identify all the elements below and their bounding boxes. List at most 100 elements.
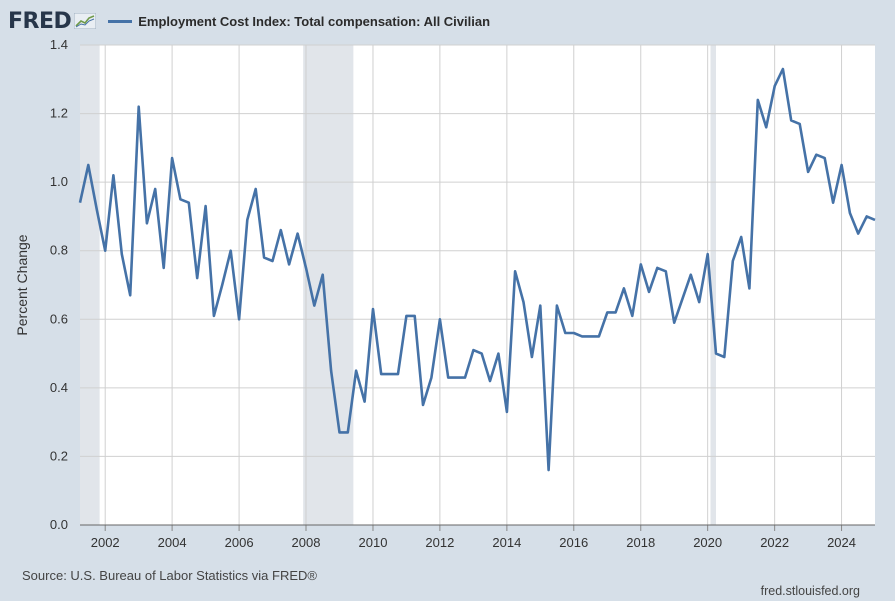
data-point[interactable] bbox=[186, 200, 191, 205]
data-point[interactable] bbox=[379, 372, 384, 377]
data-point[interactable] bbox=[329, 368, 334, 373]
data-point[interactable] bbox=[697, 300, 702, 305]
data-point[interactable] bbox=[755, 97, 760, 102]
data-point[interactable] bbox=[278, 228, 283, 233]
data-point[interactable] bbox=[479, 351, 484, 356]
data-point[interactable] bbox=[136, 104, 141, 109]
data-point[interactable] bbox=[655, 265, 660, 270]
data-point[interactable] bbox=[822, 156, 827, 161]
site-link[interactable]: fred.stlouisfed.org bbox=[760, 584, 860, 598]
data-point[interactable] bbox=[119, 252, 124, 257]
data-point[interactable] bbox=[370, 307, 375, 312]
data-point[interactable] bbox=[153, 187, 158, 192]
data-point[interactable] bbox=[345, 430, 350, 435]
data-point[interactable] bbox=[538, 303, 543, 308]
data-point[interactable] bbox=[320, 272, 325, 277]
data-point[interactable] bbox=[554, 303, 559, 308]
data-point[interactable] bbox=[429, 375, 434, 380]
data-point[interactable] bbox=[747, 286, 752, 291]
data-point[interactable] bbox=[688, 272, 693, 277]
data-point[interactable] bbox=[814, 152, 819, 157]
data-point[interactable] bbox=[663, 269, 668, 274]
data-point[interactable] bbox=[295, 231, 300, 236]
data-point[interactable] bbox=[86, 163, 91, 168]
data-point[interactable] bbox=[496, 351, 501, 356]
data-point[interactable] bbox=[504, 409, 509, 414]
data-point[interactable] bbox=[613, 310, 618, 315]
data-point[interactable] bbox=[580, 334, 585, 339]
data-point[interactable] bbox=[680, 296, 685, 301]
data-point[interactable] bbox=[245, 217, 250, 222]
data-point[interactable] bbox=[195, 276, 200, 281]
data-point[interactable] bbox=[831, 200, 836, 205]
data-point[interactable] bbox=[396, 372, 401, 377]
data-point[interactable] bbox=[161, 265, 166, 270]
data-point[interactable] bbox=[446, 375, 451, 380]
data-point[interactable] bbox=[287, 262, 292, 267]
data-point[interactable] bbox=[144, 221, 149, 226]
data-point[interactable] bbox=[647, 289, 652, 294]
data-point[interactable] bbox=[228, 248, 233, 253]
chart-legend[interactable]: Employment Cost Index: Total compensatio… bbox=[108, 14, 490, 29]
data-point[interactable] bbox=[772, 84, 777, 89]
data-point[interactable] bbox=[864, 214, 869, 219]
data-point[interactable] bbox=[780, 67, 785, 72]
data-point[interactable] bbox=[94, 207, 99, 212]
data-point[interactable] bbox=[739, 235, 744, 240]
data-point[interactable] bbox=[513, 269, 518, 274]
data-point[interactable] bbox=[638, 262, 643, 267]
data-point[interactable] bbox=[856, 231, 861, 236]
data-point[interactable] bbox=[588, 334, 593, 339]
data-point[interactable] bbox=[605, 310, 610, 315]
data-point[interactable] bbox=[253, 187, 258, 192]
data-point[interactable] bbox=[362, 399, 367, 404]
data-point[interactable] bbox=[111, 173, 116, 178]
data-point[interactable] bbox=[454, 375, 459, 380]
data-point[interactable] bbox=[797, 121, 802, 126]
data-point[interactable] bbox=[220, 283, 225, 288]
data-point[interactable] bbox=[529, 355, 534, 360]
data-point[interactable] bbox=[421, 403, 426, 408]
data-point[interactable] bbox=[178, 197, 183, 202]
data-point[interactable] bbox=[714, 351, 719, 356]
data-point[interactable] bbox=[128, 293, 133, 298]
data-point[interactable] bbox=[546, 468, 551, 473]
data-point[interactable] bbox=[103, 248, 108, 253]
data-point[interactable] bbox=[337, 430, 342, 435]
data-point[interactable] bbox=[764, 125, 769, 130]
series-line[interactable] bbox=[78, 67, 876, 472]
data-point[interactable] bbox=[672, 320, 677, 325]
data-point[interactable] bbox=[488, 379, 493, 384]
data-point[interactable] bbox=[621, 286, 626, 291]
data-point[interactable] bbox=[722, 355, 727, 360]
data-point[interactable] bbox=[471, 348, 476, 353]
data-point[interactable] bbox=[78, 200, 83, 205]
data-point[interactable] bbox=[563, 331, 568, 336]
data-point[interactable] bbox=[203, 204, 208, 209]
data-point[interactable] bbox=[170, 156, 175, 161]
data-point[interactable] bbox=[873, 217, 878, 222]
data-point[interactable] bbox=[211, 313, 216, 318]
fred-logo[interactable]: FRED bbox=[8, 8, 72, 34]
data-point[interactable] bbox=[437, 317, 442, 322]
data-point[interactable] bbox=[303, 265, 308, 270]
data-point[interactable] bbox=[571, 331, 576, 336]
data-point[interactable] bbox=[237, 317, 242, 322]
data-point[interactable] bbox=[705, 252, 710, 257]
data-point[interactable] bbox=[839, 163, 844, 168]
data-point[interactable] bbox=[387, 372, 392, 377]
data-point[interactable] bbox=[354, 368, 359, 373]
data-point[interactable] bbox=[270, 259, 275, 264]
data-point[interactable] bbox=[806, 169, 811, 174]
data-point[interactable] bbox=[630, 313, 635, 318]
data-point[interactable] bbox=[412, 313, 417, 318]
data-point[interactable] bbox=[730, 259, 735, 264]
data-point[interactable] bbox=[789, 118, 794, 123]
data-point[interactable] bbox=[847, 211, 852, 216]
data-point[interactable] bbox=[404, 313, 409, 318]
data-point[interactable] bbox=[596, 334, 601, 339]
data-point[interactable] bbox=[521, 300, 526, 305]
data-point[interactable] bbox=[312, 303, 317, 308]
data-point[interactable] bbox=[262, 255, 267, 260]
